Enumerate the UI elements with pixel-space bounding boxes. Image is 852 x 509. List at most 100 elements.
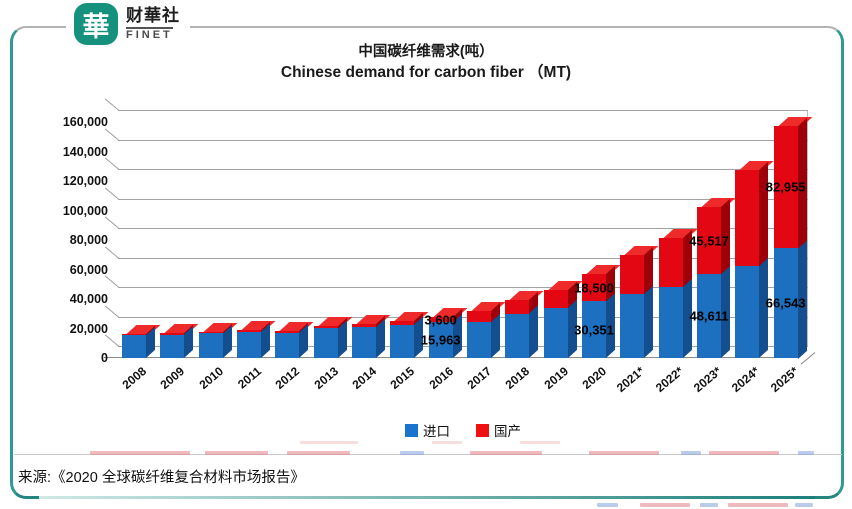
bar-segment-import bbox=[543, 307, 568, 358]
bar-segment-import bbox=[735, 266, 760, 358]
bar-segment-domestic bbox=[505, 300, 530, 314]
bar-top-face bbox=[164, 324, 199, 334]
bar-side-face bbox=[682, 230, 692, 358]
y-axis-tick: 40,000 bbox=[69, 292, 108, 306]
bar-side-face bbox=[261, 322, 270, 358]
decorative-dash bbox=[300, 441, 358, 444]
bar-top-face bbox=[624, 246, 659, 256]
legend-swatch-icon bbox=[476, 423, 489, 437]
bar-segment-import bbox=[352, 327, 376, 358]
bar-2023* bbox=[697, 198, 736, 358]
bar-segment-domestic bbox=[735, 170, 760, 267]
bar-side-face bbox=[299, 323, 309, 358]
y-axis-tick: 0 bbox=[101, 351, 108, 365]
bar-segment-domestic bbox=[620, 255, 645, 295]
bar-segment-domestic bbox=[543, 290, 568, 308]
logo-text: 财華社 FINET bbox=[126, 7, 180, 42]
chart-legend: 进口 国产 bbox=[118, 420, 808, 440]
gridline bbox=[104, 246, 808, 259]
bar-segment-domestic bbox=[198, 331, 223, 334]
y-axis-tick: 100,000 bbox=[62, 203, 108, 218]
decorative-dash bbox=[470, 451, 542, 455]
data-label-2025*: 66,543 bbox=[765, 295, 806, 311]
bar-top-face bbox=[509, 291, 544, 301]
bar-segment-domestic bbox=[697, 207, 721, 275]
logo-name-zh: 财華社 bbox=[126, 5, 180, 25]
gridline bbox=[104, 128, 808, 141]
decorative-dash bbox=[432, 441, 462, 444]
decorative-dash bbox=[709, 451, 779, 455]
decorative-dash bbox=[597, 503, 618, 507]
y-axis-tick: 80,000 bbox=[69, 233, 108, 247]
decorative-dash bbox=[400, 451, 424, 455]
bar-segment-domestic bbox=[658, 238, 683, 287]
bar-side-face bbox=[721, 199, 730, 358]
decorative-dash bbox=[795, 503, 813, 507]
bar-segment-domestic bbox=[773, 125, 798, 248]
bar-2024* bbox=[735, 161, 774, 358]
bar-segment-import bbox=[313, 328, 338, 358]
bar-2008 bbox=[122, 324, 161, 358]
bar-segment-import bbox=[390, 324, 415, 358]
finet-logo: 華 财華社 FINET bbox=[66, 3, 190, 45]
bar-2012 bbox=[275, 322, 314, 358]
bar-segment-domestic bbox=[582, 273, 606, 302]
bar-2010 bbox=[198, 322, 238, 358]
bar-top-face bbox=[203, 322, 238, 332]
data-label-2016: 15,963 bbox=[420, 332, 461, 348]
bar-top-face bbox=[241, 321, 276, 331]
bar-segment-domestic bbox=[275, 331, 300, 333]
bar-side-face bbox=[491, 303, 500, 358]
bar-segment-domestic bbox=[428, 317, 453, 323]
bar-2019 bbox=[543, 281, 583, 358]
bar-2011 bbox=[237, 321, 276, 358]
bar-segment-import bbox=[428, 322, 453, 358]
bar-segment-import bbox=[237, 332, 261, 358]
bar-2016 bbox=[428, 308, 468, 358]
decorative-dash bbox=[728, 503, 788, 507]
bar-segment-domestic bbox=[390, 321, 415, 325]
decorative-dash bbox=[287, 451, 350, 455]
bar-2009 bbox=[160, 324, 199, 358]
bar-top-face bbox=[471, 302, 506, 312]
bar-segment-import bbox=[620, 294, 645, 358]
decorative-dash bbox=[205, 451, 268, 455]
bar-2020 bbox=[582, 264, 621, 358]
data-label-2023*: 48,611 bbox=[689, 308, 729, 324]
bar-2021* bbox=[620, 246, 659, 358]
y-axis-tick: 20,000 bbox=[69, 321, 108, 336]
logo-name-en: FINET bbox=[126, 26, 173, 41]
card-border-gradient bbox=[39, 496, 815, 499]
gridline bbox=[104, 334, 808, 347]
bar-segment-import bbox=[275, 332, 300, 358]
bar-segment-domestic bbox=[122, 333, 146, 336]
gridline bbox=[104, 98, 808, 111]
legend-label: 国产 bbox=[494, 424, 521, 439]
bar-segment-import bbox=[122, 335, 146, 358]
decorative-dash bbox=[681, 451, 701, 455]
gridline bbox=[104, 157, 808, 170]
chart-title-en: Chinese demand for carbon fiber （MT) bbox=[280, 64, 572, 81]
y-axis-tick: 140,000 bbox=[62, 144, 108, 159]
bar-segment-import bbox=[658, 287, 683, 358]
bar-segment-domestic bbox=[352, 324, 376, 328]
legend-swatch-icon bbox=[405, 423, 418, 437]
plot-area bbox=[104, 98, 816, 365]
bar-2014 bbox=[352, 315, 391, 358]
bar-top-face bbox=[318, 316, 353, 326]
bar-side-face bbox=[376, 316, 385, 358]
bar-2025* bbox=[773, 116, 813, 358]
bar-side-face bbox=[337, 317, 347, 358]
decorative-dash bbox=[640, 503, 690, 507]
bar-2013 bbox=[313, 316, 353, 358]
y-axis-tick: 160,000 bbox=[62, 115, 108, 129]
decorative-dash bbox=[589, 451, 659, 455]
bar-segment-import bbox=[160, 334, 185, 358]
bar-segment-import bbox=[198, 333, 223, 358]
data-label-2020: 18,500 bbox=[574, 280, 614, 296]
finet-logo-icon: 華 bbox=[74, 3, 118, 45]
bar-side-face bbox=[797, 117, 807, 358]
bar-segment-import bbox=[467, 322, 491, 358]
divider-line bbox=[14, 454, 842, 455]
